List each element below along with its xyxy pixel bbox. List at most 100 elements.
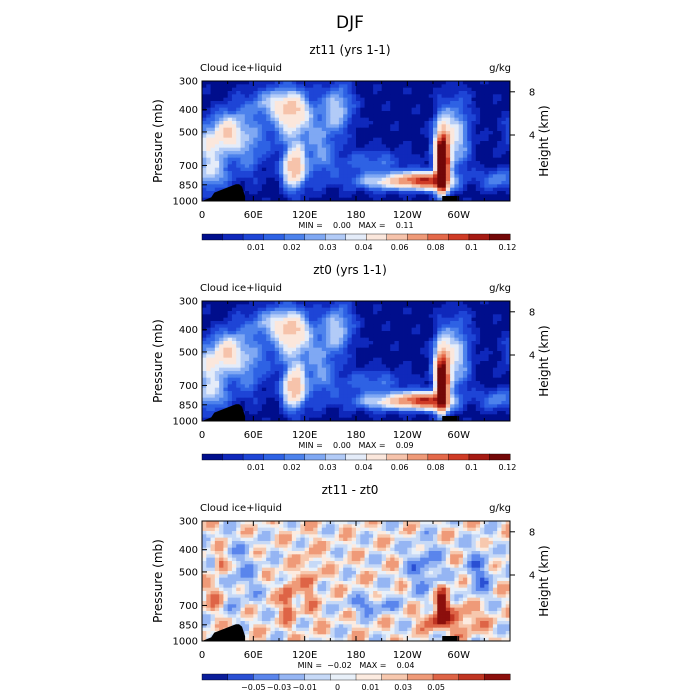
- field-cell: [330, 144, 336, 149]
- field-cell: [210, 87, 216, 92]
- field-cell: [274, 144, 280, 149]
- field-cell: [338, 401, 344, 405]
- field-cell: [253, 194, 259, 199]
- field-cell: [488, 164, 494, 169]
- field-cell: [385, 361, 391, 365]
- field-cell: [219, 407, 224, 412]
- field-cell: [308, 167, 314, 172]
- field-cell: [244, 374, 250, 379]
- field-cell: [347, 151, 353, 155]
- field-cell: [433, 134, 438, 139]
- field-cell: [244, 377, 250, 382]
- field-cell: [445, 387, 451, 392]
- field-cell: [488, 367, 494, 372]
- field-cell: [283, 374, 288, 379]
- field-cell: [403, 94, 408, 99]
- field-cell: [261, 117, 267, 122]
- field-cell: [219, 104, 224, 109]
- field-cell: [231, 167, 237, 172]
- field-cell: [249, 317, 254, 322]
- field-cell: [330, 341, 336, 345]
- field-cell: [411, 81, 417, 85]
- field-cell: [321, 187, 327, 192]
- field-cell: [381, 161, 387, 165]
- field-cell: [330, 171, 336, 175]
- field-cell: [223, 311, 229, 315]
- field-cell: [343, 347, 348, 352]
- field-cell: [360, 121, 365, 125]
- field-cell: [467, 97, 472, 102]
- field-cell: [433, 91, 438, 95]
- field-cell: [236, 114, 241, 119]
- field-cell: [390, 347, 395, 352]
- field-cell: [261, 381, 267, 385]
- field-cell: [501, 391, 507, 395]
- field-cell: [343, 161, 348, 165]
- field-cell: [415, 351, 421, 355]
- field-cell: [458, 404, 464, 409]
- field-cell: [458, 394, 464, 399]
- field-cell: [223, 87, 229, 92]
- field-cell: [296, 341, 301, 345]
- field-cell: [231, 384, 237, 389]
- field-cell: [368, 127, 374, 132]
- field-cell: [274, 141, 280, 145]
- field-cell: [467, 304, 472, 309]
- field-cell: [266, 137, 271, 142]
- field-cell: [330, 194, 336, 199]
- field-cell: [313, 81, 318, 85]
- field-cell: [202, 81, 207, 85]
- field-cell: [398, 357, 404, 362]
- colorbar-label: 0.04: [355, 243, 373, 252]
- field-cell: [338, 117, 344, 122]
- field-cell: [227, 154, 233, 159]
- field-cell: [398, 321, 404, 325]
- field-cell: [390, 334, 395, 339]
- field-cell: [377, 364, 383, 369]
- field-cell: [420, 331, 425, 335]
- field-cell: [467, 187, 472, 192]
- field-cell: [360, 151, 365, 155]
- field-cell: [467, 124, 472, 129]
- field-cell: [394, 81, 400, 85]
- field-cell: [261, 314, 267, 319]
- field-cell: [424, 334, 430, 339]
- field-cell: [261, 194, 267, 199]
- field-cell: [381, 387, 387, 392]
- field-cell: [360, 301, 365, 305]
- field-cell: [441, 131, 447, 135]
- field-cell: [347, 94, 353, 99]
- field-cell: [398, 361, 404, 365]
- field-cell: [475, 347, 481, 352]
- field-cell: [351, 314, 357, 319]
- field-cell: [398, 344, 404, 349]
- field-cell: [475, 91, 481, 95]
- field-cell: [270, 367, 276, 372]
- field-cell: [219, 351, 224, 355]
- field-cell: [462, 364, 468, 369]
- field-cell: [471, 401, 477, 405]
- field-cell: [300, 194, 306, 199]
- field-cell: [300, 367, 306, 372]
- field-cell: [356, 357, 361, 362]
- field-cell: [445, 107, 451, 112]
- field-cell: [300, 334, 306, 339]
- field-cell: [492, 384, 498, 389]
- field-cell: [287, 301, 293, 305]
- field-cell: [373, 134, 378, 139]
- field-cell: [385, 127, 391, 132]
- field-cell: [266, 384, 271, 389]
- field-cell: [441, 114, 447, 119]
- field-cell: [497, 327, 502, 332]
- field-cell: [231, 147, 237, 152]
- field-cell: [266, 307, 271, 312]
- field-cell: [471, 391, 477, 395]
- field-cell: [214, 351, 220, 355]
- field-cell: [356, 377, 361, 382]
- field-cell: [445, 371, 451, 375]
- field-cell: [202, 161, 207, 165]
- field-cell: [214, 301, 220, 305]
- field-cell: [227, 331, 233, 335]
- field-cell: [210, 151, 216, 155]
- field-cell: [261, 187, 267, 192]
